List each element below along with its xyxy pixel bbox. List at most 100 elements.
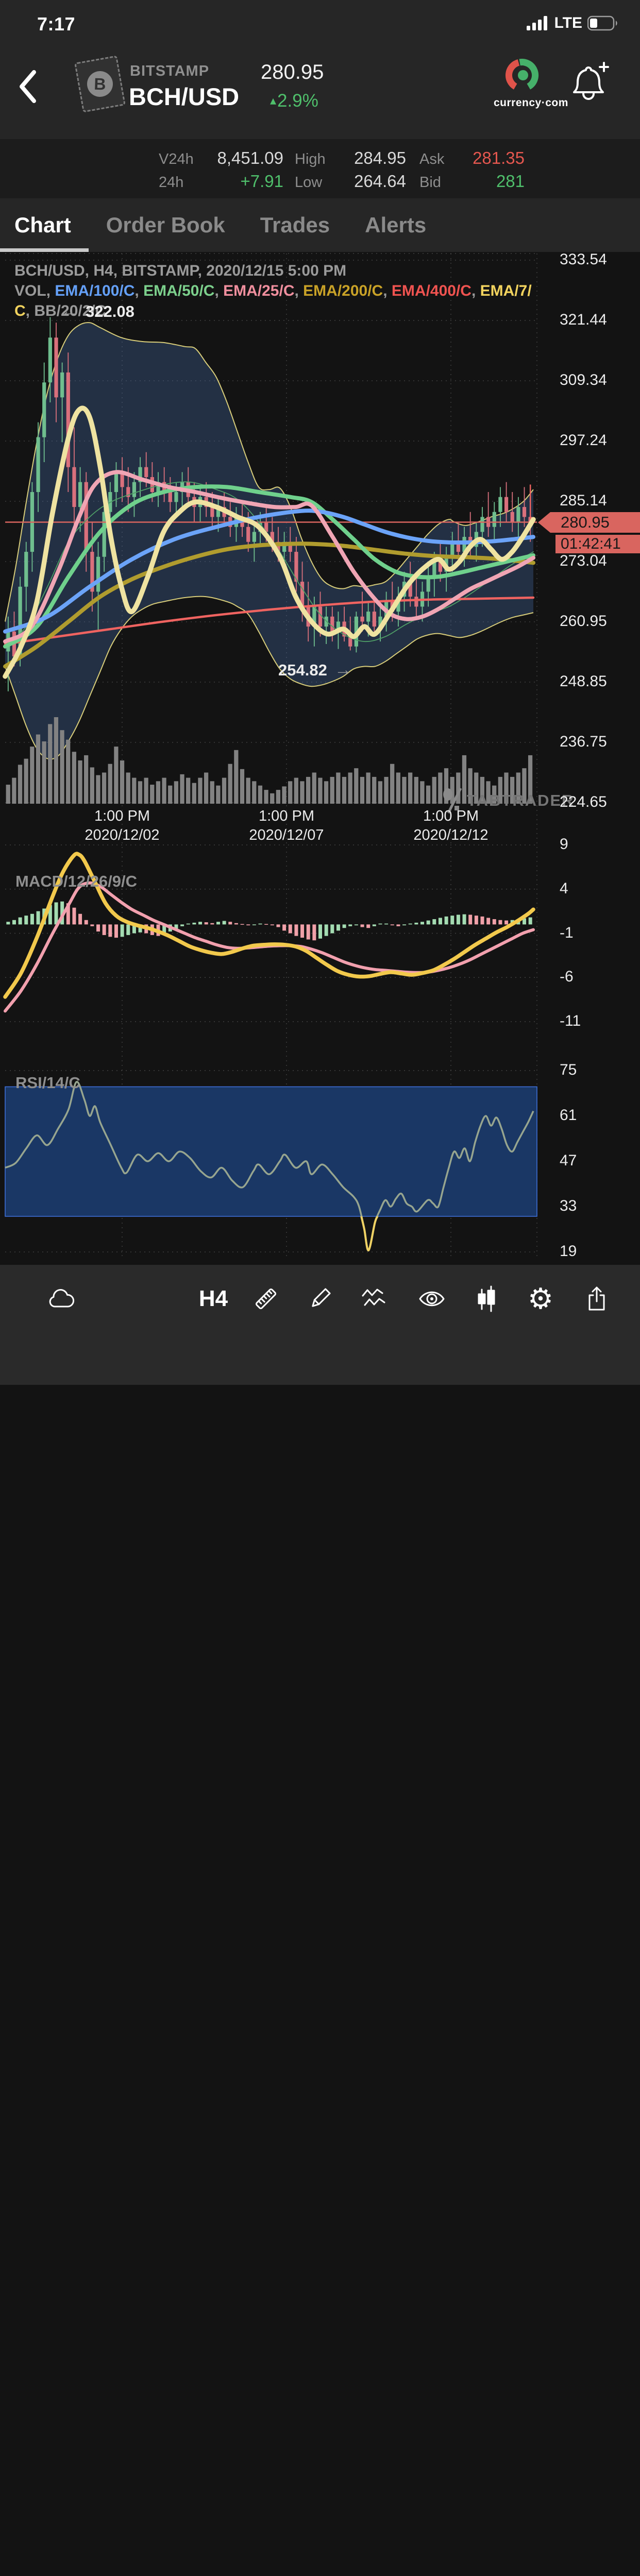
price-tick-label: 273.04 [560, 552, 607, 570]
bitcoin-glyph: B [87, 71, 113, 97]
price-tick-label: 260.95 [560, 612, 607, 630]
indicators-button[interactable] [356, 1280, 393, 1317]
candlestick-icon [478, 1285, 495, 1312]
create-alert-button[interactable] [566, 61, 610, 110]
legend-token: , [383, 282, 392, 299]
price-tick-label: 333.54 [560, 251, 607, 268]
macd-tick-label: 4 [560, 879, 568, 897]
rsi-tick-label: 61 [560, 1107, 577, 1124]
legend-token: BB/20/2/C [34, 302, 107, 319]
objects-visibility-button[interactable] [413, 1280, 450, 1317]
legend-token: EMA/400/C [391, 282, 471, 299]
share-icon [588, 1286, 605, 1311]
currency-com-caption: currency·com [494, 97, 568, 109]
legend-token: EMA/100/C [55, 282, 135, 299]
rsi-tick-label: 75 [560, 1061, 577, 1078]
settings-button[interactable]: ⚙ [522, 1280, 559, 1317]
market-stats: V24h 8,451.09 High 284.95 Ask 281.35 24h… [0, 139, 640, 198]
bid-label: Bid [419, 174, 441, 191]
header: B BITSTAMP BCH/USD 280.95 ▴2.9% currency… [0, 45, 640, 139]
tab-chart[interactable]: Chart [0, 198, 89, 252]
ask-label: Ask [419, 151, 445, 167]
gear-icon: ⚙ [527, 1282, 554, 1316]
legend-token: , [294, 282, 304, 299]
low-value: 264.64 [354, 172, 406, 191]
price-tick-label: 224.65 [560, 793, 607, 810]
legend-token: EMA/50/C [143, 282, 215, 299]
chart-style-button[interactable] [468, 1280, 505, 1317]
tab-alerts[interactable]: Alerts [365, 213, 427, 237]
price-tick-label: 248.85 [560, 672, 607, 690]
legend-indicators-line2: C, BB/20/2/C [14, 301, 540, 321]
measure-button[interactable] [247, 1280, 284, 1317]
legend-token: EMA/200/C [303, 282, 383, 299]
status-time: 7:17 [37, 13, 76, 35]
ruler-icon [255, 1288, 277, 1310]
price-tick-label: 236.75 [560, 733, 607, 750]
currency-com-logo-icon [506, 59, 539, 90]
macd-tick-label: -11 [560, 1012, 581, 1029]
cloud-sync-button[interactable] [42, 1280, 79, 1317]
currency-com-ad[interactable]: currency·com [494, 57, 568, 109]
v24h-label: V24h [159, 151, 194, 167]
legend-token: , [134, 282, 144, 299]
tabtrader-watermark: TABTRADER [441, 787, 575, 814]
time-axis-label: 1:00 PM 2020/12/12 [413, 808, 489, 843]
network-type-label: LTE [554, 14, 582, 31]
rsi-tick-label: 19 [560, 1243, 577, 1260]
rsi-tick-label: 33 [560, 1197, 577, 1214]
eye-icon [419, 1291, 445, 1307]
high-annotation: ← 322.08 [61, 301, 134, 321]
chart-region[interactable] [0, 252, 640, 1265]
high-value: 284.95 [354, 148, 406, 167]
24h-label: 24h [159, 174, 184, 191]
back-button[interactable] [15, 68, 41, 105]
bottom-toolbar: H4 ⚙ [0, 1265, 640, 1385]
legend-symbol-line: BCH/USD, H4, BITSTAMP, 2020/12/15 5:00 P… [14, 262, 347, 279]
header-change-percent: ▴2.9% [270, 91, 318, 111]
24h-change-value: +7.91 [240, 172, 284, 191]
tab-trades[interactable]: Trades [260, 213, 330, 237]
candle-countdown-tag: 01:42:41 [555, 535, 640, 553]
right-arrow-icon: → [334, 660, 352, 680]
tab-order-book[interactable]: Order Book [106, 213, 225, 237]
legend-token: VOL [14, 282, 46, 299]
macd-tick-label: -1 [560, 924, 574, 941]
legend-token: EMA/25/C [223, 282, 295, 299]
legend-token: C [14, 302, 26, 319]
price-chart-canvas[interactable] [0, 252, 640, 1265]
bell-plus-icon [573, 62, 609, 100]
macd-pane-label: MACD/12/26/9/C [15, 872, 138, 890]
rsi-pane-label: RSI/14/C [15, 1074, 80, 1092]
low-annotation: 254.82 → [278, 660, 352, 680]
time-axis-label: 1:00 PM 2020/12/07 [249, 808, 324, 843]
chart-legend: BCH/USD, H4, BITSTAMP, 2020/12/15 5:00 P… [14, 261, 540, 321]
status-bar: 7:17 LTE [0, 0, 640, 45]
legend-token: , [214, 282, 224, 299]
high-annotation-value: 322.08 [86, 302, 134, 320]
price-tick-label: 285.14 [560, 492, 607, 510]
low-label: Low [295, 174, 323, 191]
header-last-price: 280.95 [261, 61, 324, 83]
timeframe-button[interactable]: H4 [198, 1286, 228, 1311]
time-axis-label: 1:00 PM 2020/12/02 [85, 808, 160, 843]
tabtrader-logo-icon [443, 787, 462, 814]
cloud-icon [49, 1289, 75, 1308]
ask-value: 281.35 [473, 148, 525, 167]
low-annotation-value: 254.82 [278, 660, 327, 679]
legend-indicators-line: VOL, EMA/100/C, EMA/50/C, EMA/25/C, EMA/… [14, 281, 540, 301]
signal-strength-icon [526, 16, 547, 30]
last-price-tag: 280.95 [538, 512, 640, 533]
legend-token: , [471, 282, 480, 299]
left-arrow-icon: ← [61, 301, 78, 321]
price-tick-label: 297.24 [560, 432, 607, 449]
battery-icon [587, 15, 617, 31]
indicator-lines-icon [362, 1289, 385, 1306]
bitstamp-exchange-icon: B [74, 55, 126, 113]
legend-token: EMA/7/ [480, 282, 532, 299]
tab-bar: Chart Order Book Trades Alerts [0, 198, 640, 252]
share-button[interactable] [578, 1280, 615, 1317]
draw-button[interactable] [301, 1280, 339, 1317]
legend-token: , [25, 302, 35, 319]
high-label: High [295, 151, 326, 167]
